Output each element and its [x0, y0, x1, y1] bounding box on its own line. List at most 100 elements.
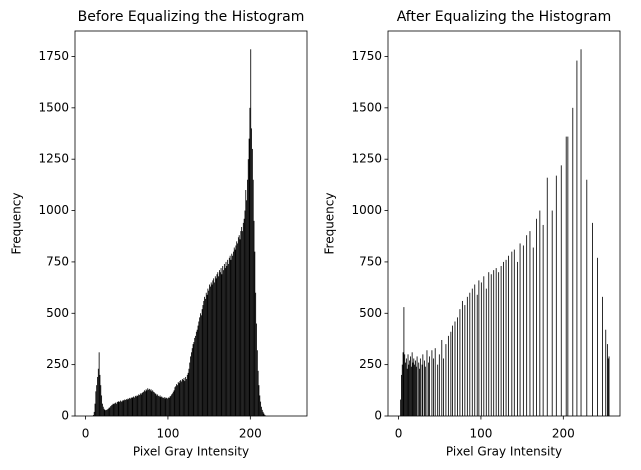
bar: [158, 396, 160, 416]
bar: [101, 395, 103, 416]
bar: [110, 406, 112, 416]
bar: [120, 400, 121, 416]
bar: [471, 288, 473, 416]
bar: [602, 296, 603, 416]
bar: [208, 290, 210, 416]
bar: [253, 220, 255, 416]
bar: [121, 401, 123, 416]
bar: [508, 255, 509, 416]
bar: [209, 286, 211, 416]
bar: [144, 391, 146, 416]
x-tick-label: 200: [552, 427, 575, 441]
bar: [134, 397, 135, 416]
bar: [419, 368, 420, 416]
bar: [238, 235, 240, 416]
y-tick-label: 1750: [351, 49, 382, 63]
bar: [194, 337, 196, 416]
bar: [211, 284, 213, 416]
bar: [200, 313, 201, 416]
bar: [153, 392, 155, 416]
bar: [434, 348, 436, 416]
bar: [246, 200, 248, 416]
bar: [249, 107, 251, 417]
bar: [256, 323, 257, 416]
bar: [252, 179, 254, 416]
bar: [123, 400, 125, 416]
bar: [251, 148, 253, 416]
bar: [176, 384, 177, 416]
bar: [104, 409, 106, 416]
bar: [401, 374, 402, 416]
bar: [207, 288, 209, 416]
bar: [108, 407, 110, 416]
bar: [229, 255, 231, 416]
bar: [404, 354, 406, 416]
bar: [233, 251, 234, 416]
bar: [216, 274, 218, 416]
bar: [407, 354, 409, 416]
bar: [245, 190, 247, 416]
bar: [256, 350, 258, 416]
axes-frame: [74, 30, 308, 417]
y-tick-label: 750: [46, 254, 69, 268]
bar: [203, 300, 205, 416]
bar: [239, 239, 241, 416]
bar: [231, 253, 233, 416]
x-tick-label: 200: [239, 427, 262, 441]
bar: [607, 358, 609, 416]
bar: [127, 398, 129, 416]
bar: [205, 292, 207, 416]
bar: [565, 136, 567, 416]
bar: [263, 413, 265, 416]
y-tick-label: 1500: [38, 100, 69, 114]
bar: [261, 409, 263, 416]
bar: [242, 222, 244, 416]
bar: [233, 247, 235, 416]
bar: [410, 356, 411, 416]
bar: [209, 284, 210, 416]
bar: [185, 376, 187, 416]
subplot: 0 250 500 750 1000 1250 1500 1750 0 100 200 Before …: [10, 9, 308, 459]
bar: [406, 368, 408, 416]
bar: [161, 396, 163, 416]
bar: [248, 138, 250, 416]
bar: [258, 385, 260, 416]
bar: [140, 394, 142, 416]
bar: [176, 385, 178, 416]
bar: [206, 294, 208, 416]
bar: [167, 397, 169, 416]
bar: [257, 370, 259, 416]
bar: [163, 397, 165, 416]
bar: [195, 335, 196, 416]
bar: [532, 247, 534, 416]
bar: [411, 352, 413, 416]
bar: [158, 395, 159, 416]
bar: [135, 396, 137, 416]
x-tick-label: 100: [156, 427, 179, 441]
bar: [235, 245, 237, 416]
bar: [242, 231, 243, 416]
bar: [592, 222, 593, 416]
bar: [188, 368, 190, 416]
bar: [106, 409, 108, 416]
bar: [112, 403, 114, 416]
bar: [152, 390, 154, 416]
bar: [522, 245, 524, 416]
bar: [241, 226, 243, 416]
bar: [505, 259, 507, 416]
bar: [146, 390, 148, 416]
x-axis-label: Pixel Gray Intensity: [133, 445, 249, 459]
bar: [255, 292, 257, 416]
bar: [103, 408, 105, 416]
bar: [111, 404, 113, 416]
bar: [118, 401, 120, 416]
bar: [193, 342, 195, 416]
bar: [125, 399, 126, 416]
bar: [130, 398, 131, 416]
bar: [197, 325, 199, 416]
bar: [493, 270, 495, 416]
bar: [260, 401, 262, 416]
bar: [202, 305, 204, 416]
bar: [111, 405, 112, 416]
bar: [199, 317, 201, 416]
